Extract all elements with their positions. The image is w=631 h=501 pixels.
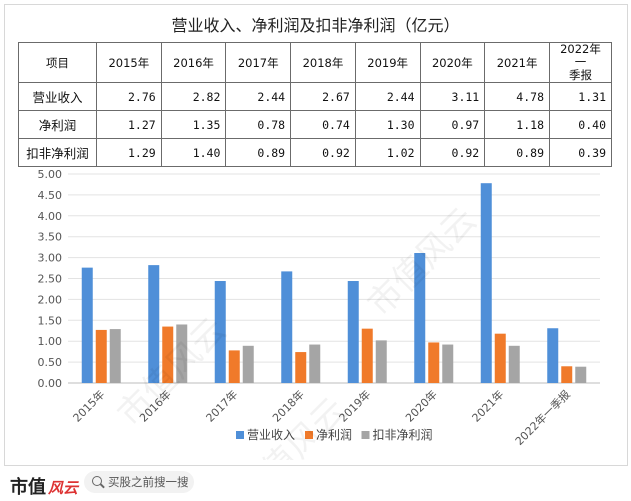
bar — [480, 183, 492, 383]
bar — [81, 267, 93, 383]
search-box[interactable]: 买股之前搜一搜 — [84, 471, 194, 493]
header-line-1: 2022年一 — [560, 42, 601, 69]
table-cell: 1.40 — [160, 138, 227, 167]
y-tick-label: 3.00 — [38, 252, 63, 265]
bar — [295, 352, 307, 383]
bar — [508, 345, 520, 383]
footer-bar: 市值 风云 买股之前搜一搜 — [0, 466, 631, 501]
row-label: 净利润 — [18, 110, 97, 139]
x-tick-label: 2020年 — [402, 387, 439, 424]
legend-swatch — [236, 431, 244, 439]
x-tick-label: 2017年 — [203, 387, 240, 424]
bar — [561, 366, 573, 383]
legend-label: 营业收入 — [247, 428, 295, 442]
table-row: 净利润 1.27 1.35 0.78 0.74 1.30 0.97 1.18 0… — [18, 110, 612, 139]
bar — [428, 342, 440, 383]
y-tick-label: 0.50 — [38, 356, 63, 369]
table-cell: 1.18 — [484, 110, 550, 139]
table-cell: 1.27 — [96, 110, 162, 139]
table-cell: 2.67 — [290, 82, 356, 111]
y-tick-label: 1.50 — [38, 314, 63, 327]
table-cell: 0.89 — [225, 138, 292, 167]
bar — [95, 329, 107, 383]
y-tick-label: 4.00 — [38, 210, 63, 223]
bar — [494, 333, 506, 383]
header-line-2: 季报 — [569, 68, 592, 82]
bar — [109, 329, 121, 383]
bar — [162, 326, 174, 383]
table-header-cell: 2019年 — [354, 42, 421, 83]
table-row: 扣非净利润 1.29 1.40 0.89 0.92 1.02 0.92 0.89… — [18, 138, 612, 167]
row-label: 营业收入 — [18, 82, 97, 111]
table-header-cell: 2020年 — [419, 42, 486, 83]
legend-swatch — [305, 431, 313, 439]
y-tick-label: 2.50 — [38, 273, 63, 286]
logo-text: 市值 — [10, 477, 46, 498]
y-tick-label: 1.00 — [38, 335, 63, 348]
y-tick-label: 4.50 — [38, 189, 63, 202]
table-row: 营业收入 2.76 2.82 2.44 2.67 2.44 3.11 4.78 … — [18, 82, 612, 111]
table-cell: 0.97 — [419, 110, 486, 139]
bar-chart: 0.00 0.50 1.00 1.50 2.00 2.50 3.00 3.50 4.00 4.50… — [38, 168, 600, 460]
bar — [176, 324, 188, 383]
table-cell: 1.35 — [160, 110, 227, 139]
table-header-cell: 2015年 — [96, 42, 162, 83]
table-cell: 1.30 — [354, 110, 421, 139]
table-cell: 2.44 — [354, 82, 421, 111]
brand-logo: 市值 风云 — [10, 473, 78, 499]
search-placeholder: 买股之前搜一搜 — [108, 475, 189, 489]
y-tick-label: 3.50 — [38, 231, 63, 244]
bar — [375, 340, 387, 383]
bar — [361, 328, 373, 383]
table-header-cell: 2022年一 季报 — [549, 42, 612, 83]
bar — [242, 345, 254, 383]
logo-mark: 风云 — [48, 479, 79, 497]
bar — [214, 281, 226, 383]
table-header-cell: 2018年 — [290, 42, 356, 83]
table-cell: 2.76 — [96, 82, 162, 111]
table-cell: 0.92 — [290, 138, 356, 167]
table-cell: 0.74 — [290, 110, 356, 139]
x-tick-label: 2022年一季报 — [512, 387, 573, 448]
bar — [228, 350, 240, 383]
bar — [575, 366, 587, 383]
table-header-cell: 项目 — [18, 42, 97, 83]
table-cell: 2.44 — [225, 82, 292, 111]
table-header-cell: 2021年 — [484, 42, 550, 83]
x-tick-label: 2015年 — [70, 387, 107, 424]
y-tick-label: 5.00 — [38, 168, 63, 181]
table-cell: 1.02 — [354, 138, 421, 167]
y-tick-label: 2.00 — [38, 293, 63, 306]
bar — [442, 344, 454, 383]
table-cell: 1.29 — [96, 138, 162, 167]
table-cell: 4.78 — [484, 82, 550, 111]
table-cell: 1.31 — [549, 82, 612, 111]
legend-swatch — [361, 431, 370, 439]
legend-label: 扣非净利润 — [373, 428, 433, 442]
x-tick-label: 2021年 — [469, 387, 506, 424]
bar — [547, 328, 559, 383]
table-cell: 3.11 — [419, 82, 486, 111]
bar — [148, 265, 160, 383]
chart-title: 营业收入、净利润及扣非净利润（亿元） — [171, 16, 460, 35]
row-label: 扣非净利润 — [18, 138, 97, 167]
y-tick-label: 0.00 — [38, 377, 63, 390]
bar — [309, 344, 321, 383]
table-cell: 0.78 — [225, 110, 292, 139]
legend-label: 净利润 — [316, 428, 352, 442]
table-header-cell: 2016年 — [160, 42, 227, 83]
data-table: 项目 2015年 2016年 2017年 2018年 2019年 2020年 2… — [18, 42, 612, 167]
table-cell: 0.39 — [549, 138, 612, 167]
bar — [347, 281, 359, 383]
table-header-cell: 2017年 — [225, 42, 292, 83]
table-cell: 0.40 — [549, 110, 612, 139]
bar — [281, 271, 293, 383]
table-header-row: 项目 2015年 2016年 2017年 2018年 2019年 2020年 2… — [18, 42, 612, 83]
table-cell: 2.82 — [160, 82, 227, 111]
search-icon — [92, 476, 102, 486]
bar — [414, 253, 426, 383]
